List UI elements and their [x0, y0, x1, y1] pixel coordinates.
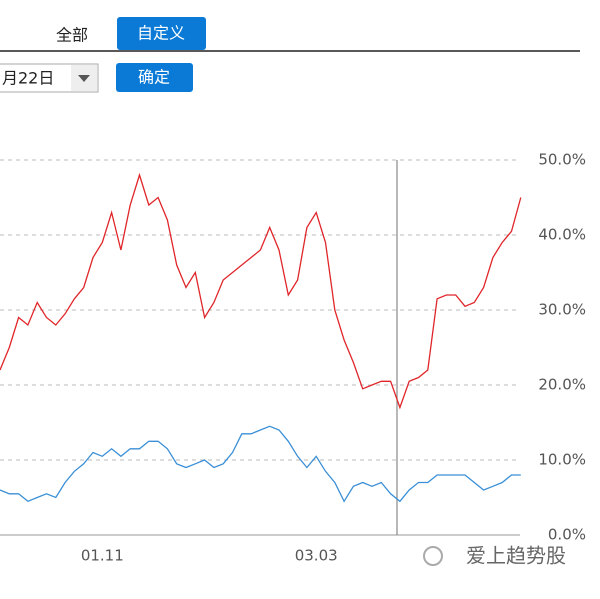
confirm-button[interactable]: [116, 63, 193, 92]
date-text: 月22日: [2, 69, 54, 88]
tab-custom[interactable]: 自定义: [137, 24, 185, 43]
y-tick-label: 50.0%: [538, 151, 586, 169]
date-arrow: [78, 75, 90, 82]
confirm-text[interactable]: 确定: [138, 68, 170, 87]
x-tick-label: 01.11: [81, 547, 124, 565]
line-series: [0, 172, 522, 410]
y-tick-label: 20.0%: [538, 376, 586, 394]
y-tick-label: 0.0%: [548, 526, 586, 544]
y-tick-label: 40.0%: [538, 226, 586, 244]
tab-custom-bg[interactable]: [117, 17, 206, 50]
y-tick-label: 30.0%: [538, 301, 586, 319]
x-tick-label: 03.03: [295, 547, 338, 565]
line-series: [0, 425, 521, 503]
watermark-icon: [423, 546, 443, 566]
tab-all[interactable]: 全部: [56, 26, 88, 45]
watermark: 爱上趋势股: [466, 544, 566, 568]
y-tick-label: 10.0%: [538, 451, 586, 469]
